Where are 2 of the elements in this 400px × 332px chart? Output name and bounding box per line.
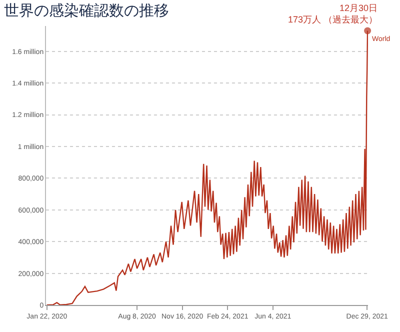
chart-title: 世界の感染確認数の推移	[4, 2, 169, 20]
annotation: 12月30日 173万人 （過去最大）	[288, 3, 378, 25]
